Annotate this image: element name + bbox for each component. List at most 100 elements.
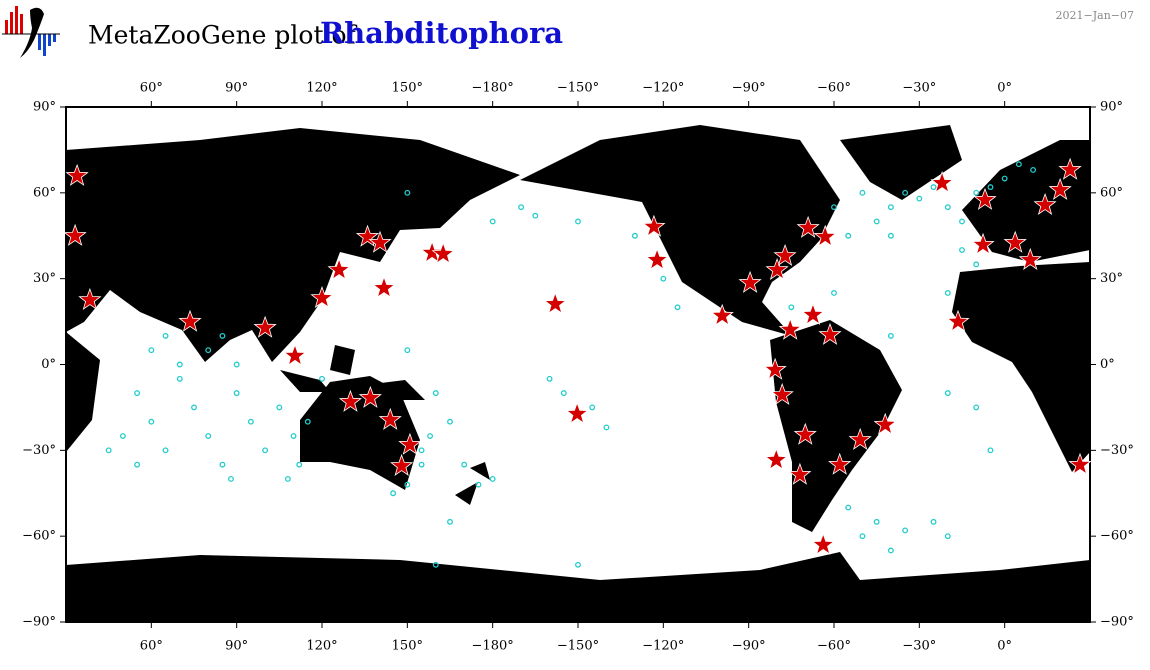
record-star (390, 453, 414, 476)
station (432, 390, 439, 397)
land (520, 125, 962, 336)
y-tick-label: 60° (1100, 185, 1123, 200)
station (560, 390, 567, 397)
station (930, 518, 937, 525)
record-star (1068, 452, 1092, 475)
x-tick-label: 150° (392, 81, 423, 96)
station (959, 247, 965, 254)
record-star (1003, 230, 1027, 253)
x-tick-label: −120° (642, 639, 684, 654)
record-star (65, 163, 89, 186)
record-star (801, 302, 825, 325)
record-star (873, 412, 897, 435)
station (631, 232, 638, 239)
y-tick-label: −30° (1100, 443, 1134, 458)
station (447, 418, 453, 425)
map (66, 107, 1090, 622)
station (546, 375, 553, 382)
station (262, 447, 269, 454)
x-tick-label: −120° (642, 81, 684, 96)
record-star (828, 452, 852, 475)
station (902, 189, 909, 196)
station (788, 304, 795, 311)
station (831, 204, 837, 211)
station (233, 361, 240, 368)
record-star (796, 215, 820, 238)
record-star (770, 382, 794, 405)
station (205, 433, 212, 439)
station (845, 504, 852, 511)
record-star (327, 257, 351, 280)
x-tick-label: −150° (557, 639, 599, 654)
station (873, 518, 880, 525)
record-star (368, 230, 392, 253)
record-star (420, 240, 444, 263)
station (973, 404, 980, 411)
record-star (778, 317, 802, 340)
record-star (1018, 247, 1042, 270)
record-star (930, 170, 954, 193)
station (461, 461, 468, 468)
record-star (1033, 192, 1057, 215)
station (944, 390, 951, 397)
record-star (738, 270, 762, 293)
x-tick-label: 90° (225, 81, 248, 96)
station (404, 347, 411, 354)
x-tick-label: −60° (817, 81, 851, 96)
y-tick-label: −60° (22, 529, 56, 544)
record-star (645, 247, 669, 270)
station (944, 204, 951, 211)
station (930, 184, 937, 191)
x-tick-label: 90° (225, 639, 248, 654)
station (489, 218, 496, 225)
station (432, 561, 439, 568)
station (887, 547, 894, 554)
record-star (372, 275, 396, 298)
record-star (773, 243, 797, 266)
x-tick-label: 60° (140, 639, 163, 654)
station (290, 433, 297, 439)
record-star (946, 309, 970, 332)
y-tick-label: 30° (1100, 271, 1123, 286)
record-star (788, 462, 812, 485)
station (987, 447, 994, 454)
y-tick-label: −90° (22, 615, 56, 630)
station (873, 218, 880, 225)
station (660, 275, 667, 282)
x-tick-label: −90° (732, 639, 766, 654)
x-tick-label: −30° (902, 639, 936, 654)
station (902, 527, 909, 534)
station (475, 481, 482, 488)
station (887, 232, 894, 239)
y-tick-label: 90° (1100, 100, 1123, 115)
record-star (1058, 157, 1082, 180)
station (284, 475, 291, 482)
record-star (848, 427, 872, 450)
station (233, 390, 240, 397)
land (952, 140, 1090, 472)
record-star (818, 322, 842, 345)
station (1030, 166, 1037, 173)
station (518, 204, 525, 211)
station (176, 375, 183, 382)
record-star (813, 224, 837, 247)
station (404, 481, 411, 488)
record-star (973, 187, 997, 210)
station (191, 404, 197, 411)
record-star (378, 407, 402, 430)
record-star (543, 291, 567, 314)
record-star (283, 343, 307, 366)
station (134, 390, 141, 397)
station (418, 447, 425, 454)
station (176, 361, 183, 368)
title: MetaZooGene plot of (88, 21, 358, 50)
station (589, 404, 596, 411)
station (447, 518, 453, 525)
station (134, 461, 141, 468)
station (959, 218, 965, 225)
station (418, 461, 425, 468)
x-tick-label: 120° (306, 639, 337, 654)
station (162, 332, 169, 339)
land (66, 128, 520, 452)
